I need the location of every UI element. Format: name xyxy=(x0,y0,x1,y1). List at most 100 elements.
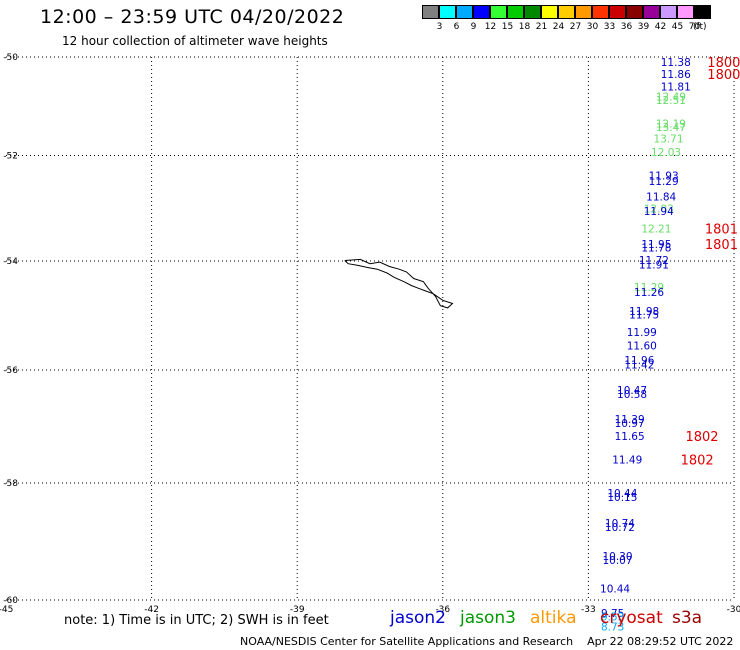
legend-label: 45 xyxy=(671,22,684,32)
wave-height-point: 10.74 xyxy=(605,518,635,530)
legend-label: 70 xyxy=(688,22,701,32)
wave-height-point: 12.19 xyxy=(656,119,686,131)
y-tick-label: -56 xyxy=(3,366,18,376)
wave-height-point: 12.49 xyxy=(656,91,686,103)
wave-height-point: 11.38 xyxy=(661,57,691,69)
legend-swatch xyxy=(575,5,592,19)
wave-height-point: 11.86 xyxy=(661,69,691,81)
wave-height-point: 11.29 xyxy=(634,282,664,294)
wave-height-point: 11.96 xyxy=(624,355,654,367)
wave-height-point: 12.51 xyxy=(656,95,686,107)
time-annotation: 1800 xyxy=(707,56,740,71)
y-tick-label: -50 xyxy=(3,53,18,63)
wave-height-point: 13.71 xyxy=(653,133,683,145)
legend-label: 18 xyxy=(518,22,531,32)
x-tick-label: -36 xyxy=(435,605,450,615)
x-tick-label: -30 xyxy=(727,605,740,615)
legend-swatch xyxy=(439,5,456,19)
time-annotation: 1802 xyxy=(681,453,714,468)
legend-swatch xyxy=(558,5,575,19)
x-tick-label: -45 xyxy=(0,605,13,615)
x-tick-label: -42 xyxy=(144,605,159,615)
legend-label: 39 xyxy=(637,22,650,32)
wave-height-point: 11.29 xyxy=(649,176,679,188)
wave-height-point: 11.78 xyxy=(641,242,671,254)
legend-label: 3 xyxy=(436,22,443,32)
legend-label: 6 xyxy=(453,22,460,32)
wave-height-point: 11.65 xyxy=(615,431,645,443)
chart-subtitle: 12 hour collection of altimeter wave hei… xyxy=(62,34,328,48)
wave-height-point: 11.49 xyxy=(612,454,642,466)
legend-label: 15 xyxy=(501,22,514,32)
wave-height-point: 12.21 xyxy=(641,223,671,235)
time-annotation: 1801 xyxy=(705,238,738,253)
time-annotation: 1801 xyxy=(705,222,738,237)
chart-title: 12:00 – 23:59 UTC 04/20/2022 xyxy=(40,6,345,28)
wave-height-point: 11.26 xyxy=(634,287,664,299)
wave-height-point: 8.73 xyxy=(601,621,624,633)
satellite-label: jason2 xyxy=(390,608,446,628)
wave-height-point: 10.30 xyxy=(602,551,632,563)
legend-swatch xyxy=(473,5,490,19)
y-tick-label: -52 xyxy=(3,152,18,162)
time-annotation: 1802 xyxy=(685,430,718,445)
legend-swatch xyxy=(541,5,558,19)
legend-swatch xyxy=(643,5,660,19)
satellite-label: jason3 xyxy=(460,608,516,628)
satellite-label: cryosat xyxy=(600,608,663,628)
wave-height-point: 11.72 xyxy=(639,255,669,267)
legend-unit: (ft) xyxy=(693,22,707,32)
legend-swatch xyxy=(490,5,507,19)
wave-height-point: 11.42 xyxy=(624,360,654,372)
legend-swatch xyxy=(609,5,626,19)
credit-line: NOAA/NESDIS Center for Satellite Applica… xyxy=(240,635,734,648)
y-tick-label: -54 xyxy=(3,257,18,267)
y-tick-label: -58 xyxy=(3,479,18,489)
wave-height-point: 11.39 xyxy=(615,414,645,426)
island-coastline xyxy=(344,258,454,309)
satellite-label: s3a xyxy=(672,608,703,628)
legend-swatch xyxy=(660,5,677,19)
y-tick-label: -60 xyxy=(3,596,18,606)
footer-note: note: 1) Time is in UTC; 2) SWH is in fe… xyxy=(64,613,329,628)
legend-label: 9 xyxy=(470,22,477,32)
legend-swatch xyxy=(626,5,643,19)
legend-swatch xyxy=(694,5,711,19)
wave-height-point: 11.75 xyxy=(629,309,659,321)
wave-height-point: 10.47 xyxy=(617,385,647,397)
wave-height-point: 11.99 xyxy=(627,327,657,339)
wave-height-point: 11.94 xyxy=(644,206,674,218)
legend-swatch xyxy=(592,5,609,19)
wave-height-point: 13.47 xyxy=(656,122,686,134)
wave-height-point: 12.03 xyxy=(651,147,681,159)
wave-height-point: 10.44 xyxy=(600,583,630,595)
wave-height-point: 10.58 xyxy=(617,389,647,401)
wave-height-point: 9.53 xyxy=(601,611,624,623)
wave-height-point: 12.03 xyxy=(644,203,674,215)
legend-label: 30 xyxy=(586,22,599,32)
wave-height-point: 11.60 xyxy=(627,341,657,353)
x-tick-label: -33 xyxy=(581,605,596,615)
legend-swatch xyxy=(422,5,439,19)
legend-label: 42 xyxy=(654,22,667,32)
legend-label: 24 xyxy=(552,22,565,32)
wave-height-point: 10.15 xyxy=(607,492,637,504)
wave-height-point: 11.84 xyxy=(646,192,676,204)
wave-height-point: 10.07 xyxy=(602,555,632,567)
wave-height-point: 11.98 xyxy=(629,306,659,318)
wave-height-point: 11.81 xyxy=(661,82,691,94)
wave-height-point: 10.72 xyxy=(605,522,635,534)
legend-swatch xyxy=(456,5,473,19)
satellite-label: altika xyxy=(530,608,577,628)
wave-height-point: 11.91 xyxy=(639,259,669,271)
wave-height-point: 11.93 xyxy=(649,171,679,183)
legend-label: 12 xyxy=(484,22,497,32)
legend-label: 21 xyxy=(535,22,548,32)
legend-swatch xyxy=(677,5,694,19)
wave-height-point: 10.44 xyxy=(607,488,637,500)
wave-height-point: 9.75 xyxy=(601,608,624,620)
wave-height-point: 10.97 xyxy=(615,418,645,430)
legend-swatch xyxy=(524,5,541,19)
legend-label: 36 xyxy=(620,22,633,32)
